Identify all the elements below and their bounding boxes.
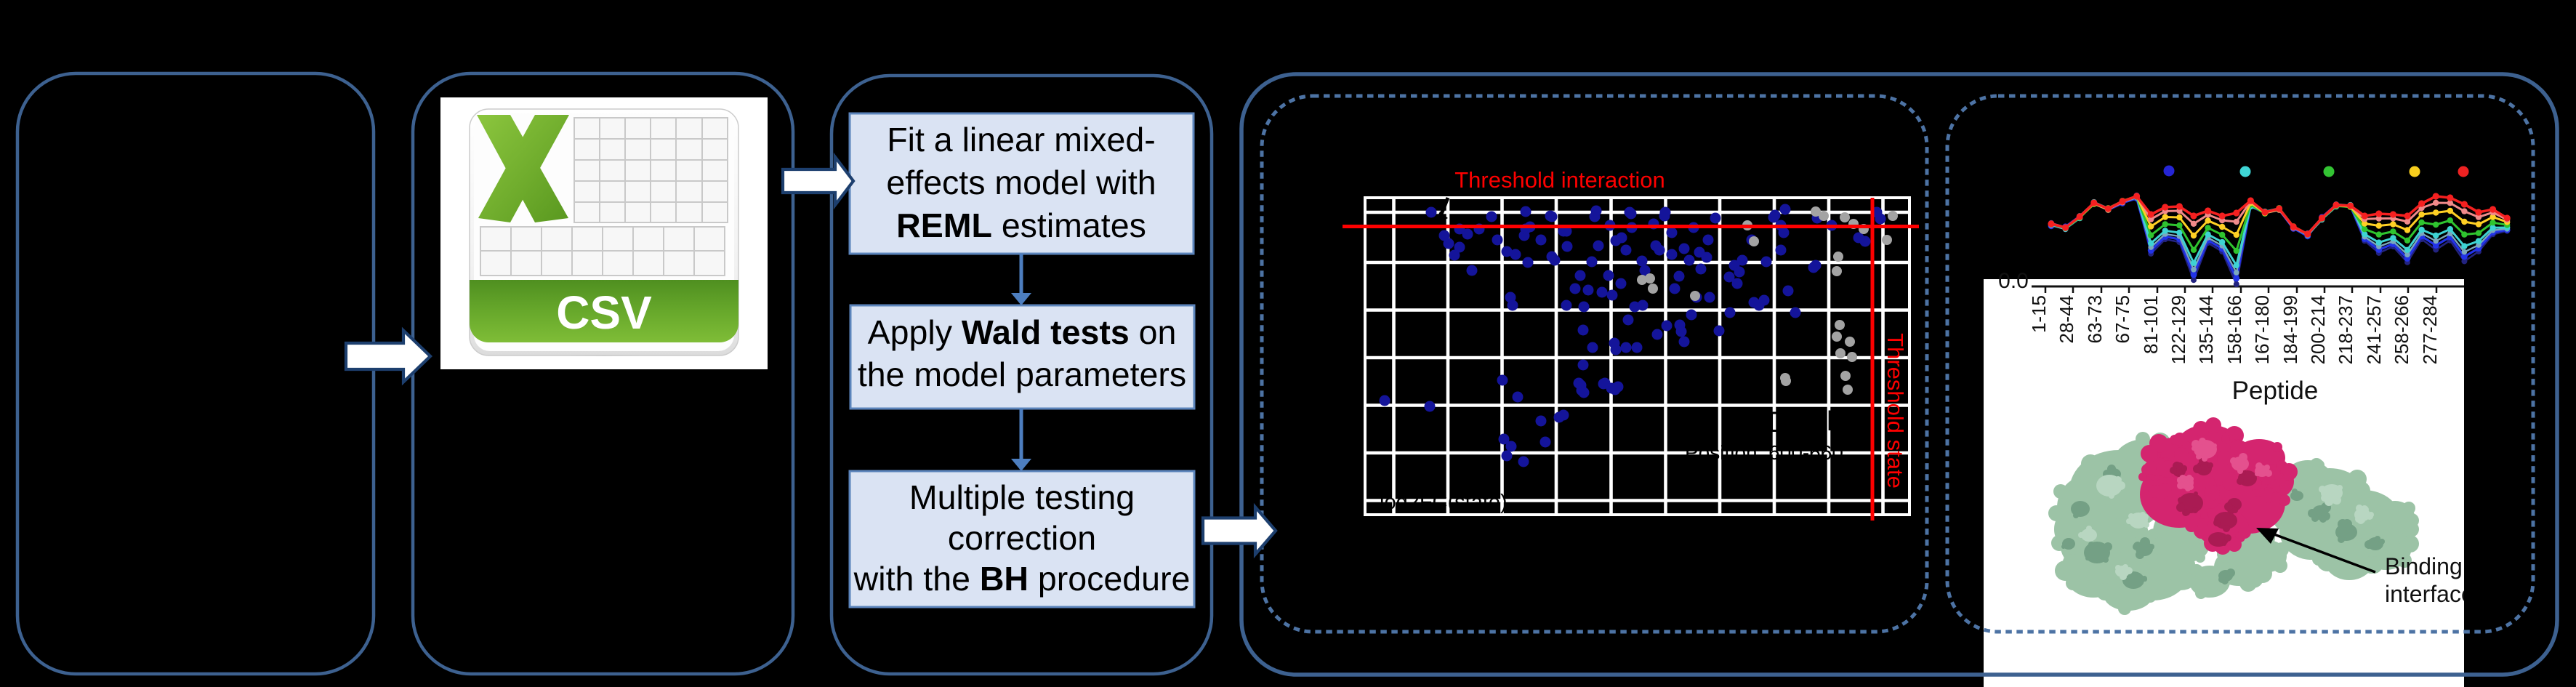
svg-text:I: I bbox=[1826, 405, 1834, 437]
svg-text:Fit a linear mixed-: Fit a linear mixed- bbox=[887, 121, 1156, 158]
svg-text:81-101: 81-101 bbox=[2140, 295, 2162, 354]
svg-text:258-266: 258-266 bbox=[2391, 295, 2412, 364]
svg-text:277-284: 277-284 bbox=[2419, 295, 2441, 364]
svg-text:200-214: 200-214 bbox=[2307, 295, 2329, 364]
svg-text:28-44: 28-44 bbox=[2056, 295, 2077, 344]
svg-text:interface: interface bbox=[2385, 581, 2474, 607]
svg-text:Multiple testing: Multiple testing bbox=[909, 478, 1135, 516]
svg-text:218-237: 218-237 bbox=[2335, 295, 2356, 364]
svg-text:Binding: Binding bbox=[2385, 553, 2463, 579]
svg-text:CSV: CSV bbox=[556, 286, 652, 339]
svg-text:135-144: 135-144 bbox=[2195, 295, 2217, 364]
svg-text:158-166: 158-166 bbox=[2223, 295, 2245, 364]
svg-text:63-73: 63-73 bbox=[2084, 295, 2106, 344]
svg-text:0.0: 0.0 bbox=[1998, 269, 2029, 293]
svg-text:122-129: 122-129 bbox=[2168, 295, 2189, 364]
svg-text:Position: 600-660: Position: 600-660 bbox=[1685, 441, 1843, 464]
svg-text:Apply Wald tests on: Apply Wald tests on bbox=[868, 313, 1177, 351]
svg-text:67-75: 67-75 bbox=[2112, 295, 2133, 344]
svg-text:Threshold interaction: Threshold interaction bbox=[1454, 167, 1665, 193]
svg-text:the model parameters: the model parameters bbox=[858, 355, 1186, 393]
svg-text:1-15: 1-15 bbox=[2028, 295, 2050, 333]
svg-text:167-180: 167-180 bbox=[2251, 295, 2273, 364]
svg-text:184-199: 184-199 bbox=[2279, 295, 2301, 364]
svg-text:241-257: 241-257 bbox=[2363, 295, 2385, 364]
svg-text:effects model with: effects model with bbox=[886, 164, 1156, 201]
svg-text:with the BH procedure: with the BH procedure bbox=[853, 560, 1191, 598]
svg-text:correction: correction bbox=[948, 519, 1096, 557]
svg-text:REML estimates: REML estimates bbox=[896, 206, 1146, 244]
svg-text:Threshold state: Threshold state bbox=[1883, 333, 1908, 489]
svg-text:log2FC(state): log2FC(state) bbox=[1380, 491, 1508, 514]
svg-text:D: D bbox=[1768, 406, 1789, 438]
svg-text:Peptide: Peptide bbox=[2232, 377, 2319, 405]
